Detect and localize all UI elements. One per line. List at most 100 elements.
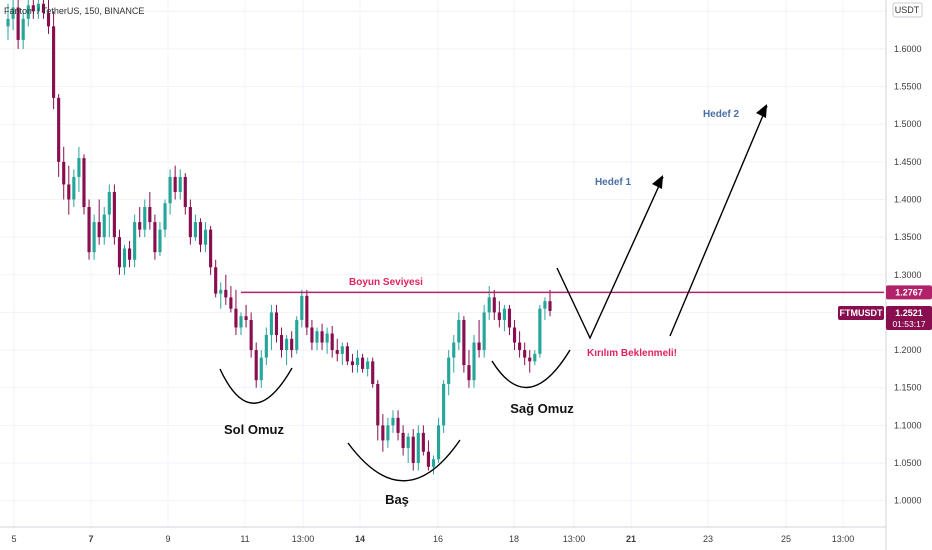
candle-body[interactable] — [209, 229, 213, 268]
candle-body[interactable] — [548, 301, 552, 311]
candle-body[interactable] — [41, 3, 46, 13]
candle-body[interactable] — [431, 459, 436, 467]
candle-body[interactable] — [381, 425, 385, 441]
candle-body[interactable] — [335, 350, 339, 354]
candle-body[interactable] — [234, 308, 238, 328]
candle-body[interactable] — [107, 191, 111, 215]
candle-body[interactable] — [533, 353, 537, 362]
candle-body[interactable] — [492, 297, 496, 313]
candle-body[interactable] — [92, 222, 96, 253]
candle-body[interactable] — [57, 97, 61, 162]
candle-body[interactable] — [350, 361, 355, 366]
candle-body[interactable] — [219, 289, 223, 294]
candle-body[interactable] — [396, 417, 400, 433]
candle-body[interactable] — [523, 350, 527, 358]
candle-body[interactable] — [158, 229, 162, 253]
candle-body[interactable] — [259, 357, 263, 381]
candle-body[interactable] — [411, 436, 415, 464]
candle-body[interactable] — [153, 222, 157, 253]
candle-body[interactable] — [482, 312, 486, 351]
candle-body[interactable] — [203, 229, 208, 245]
candle-body[interactable] — [366, 361, 370, 369]
candle-body[interactable] — [97, 222, 101, 238]
candle-body[interactable] — [254, 350, 258, 381]
candle-body[interactable] — [188, 207, 192, 238]
candle-body[interactable] — [518, 342, 522, 351]
candle-body[interactable] — [6, 18, 10, 27]
candle-body[interactable] — [543, 301, 547, 309]
candle-body[interactable] — [62, 161, 66, 185]
candle-body[interactable] — [148, 207, 152, 223]
candle-body[interactable] — [538, 308, 542, 354]
candle-body[interactable] — [198, 222, 203, 245]
candle-body[interactable] — [462, 319, 466, 366]
candle-body[interactable] — [21, 18, 25, 40]
candle-body[interactable] — [11, 7, 15, 19]
candle-body[interactable] — [77, 158, 81, 177]
candle-body[interactable] — [421, 432, 425, 452]
candle-body[interactable] — [285, 338, 289, 351]
candle-body[interactable] — [229, 297, 233, 309]
candle-body[interactable] — [72, 176, 76, 200]
candle-body[interactable] — [512, 327, 517, 343]
candle-body[interactable] — [143, 207, 147, 230]
candle-body[interactable] — [274, 312, 279, 336]
candle-body[interactable] — [112, 191, 116, 238]
candle-body[interactable] — [315, 331, 319, 343]
candle-body[interactable] — [416, 432, 420, 464]
candle-body[interactable] — [467, 365, 471, 381]
candle-body[interactable] — [447, 357, 451, 384]
candle-body[interactable] — [117, 237, 122, 268]
candle-body[interactable] — [264, 335, 268, 358]
candle-body[interactable] — [67, 184, 71, 200]
candle-body[interactable] — [168, 176, 172, 204]
candle-body[interactable] — [52, 26, 56, 98]
candle-body[interactable] — [244, 316, 248, 320]
candle-body[interactable] — [127, 248, 132, 260]
candle-body[interactable] — [472, 342, 476, 381]
candle-body[interactable] — [305, 295, 309, 328]
candle-body[interactable] — [477, 342, 481, 351]
candle-body[interactable] — [310, 327, 314, 343]
candle-body[interactable] — [183, 176, 187, 208]
candle-body[interactable] — [436, 425, 441, 460]
candle-body[interactable] — [361, 357, 365, 369]
candle-body[interactable] — [122, 248, 127, 268]
candle-body[interactable] — [376, 383, 380, 426]
candle-body[interactable] — [193, 222, 197, 238]
candle-body[interactable] — [528, 357, 532, 362]
candle-body[interactable] — [46, 12, 51, 27]
candle-body[interactable] — [300, 295, 304, 320]
candle-body[interactable] — [330, 333, 334, 351]
candle-body[interactable] — [16, 7, 20, 40]
candle-body[interactable] — [457, 319, 461, 343]
candle-body[interactable] — [31, 5, 35, 12]
chart-title[interactable]: Fantom / TetherUS, 150, BINANCE — [4, 6, 144, 16]
candle-body[interactable] — [249, 319, 253, 351]
candle-body[interactable] — [87, 207, 91, 253]
candle-body[interactable] — [497, 312, 501, 320]
candle-body[interactable] — [371, 361, 375, 384]
breakout-path[interactable] — [556, 176, 664, 340]
candle-body[interactable] — [320, 331, 324, 343]
candle-body[interactable] — [178, 176, 182, 192]
candle-body[interactable] — [345, 346, 349, 362]
target2-path[interactable] — [669, 105, 768, 337]
candle-body[interactable] — [36, 3, 40, 12]
right-shoulder-arc[interactable] — [491, 349, 571, 388]
candle-body[interactable] — [452, 342, 456, 358]
candle-body[interactable] — [295, 319, 299, 351]
candle-body[interactable] — [163, 203, 167, 230]
candle-body[interactable] — [214, 267, 218, 294]
candle-body[interactable] — [173, 176, 177, 192]
head-arc[interactable] — [347, 439, 461, 482]
candle-body[interactable] — [325, 333, 329, 343]
candle-body[interactable] — [406, 436, 410, 448]
candle-body[interactable] — [507, 308, 512, 328]
candle-body[interactable] — [133, 222, 137, 260]
candle-body[interactable] — [442, 383, 446, 426]
candle-body[interactable] — [355, 357, 360, 366]
candle-body[interactable] — [386, 425, 390, 441]
candle-body[interactable] — [138, 222, 142, 230]
